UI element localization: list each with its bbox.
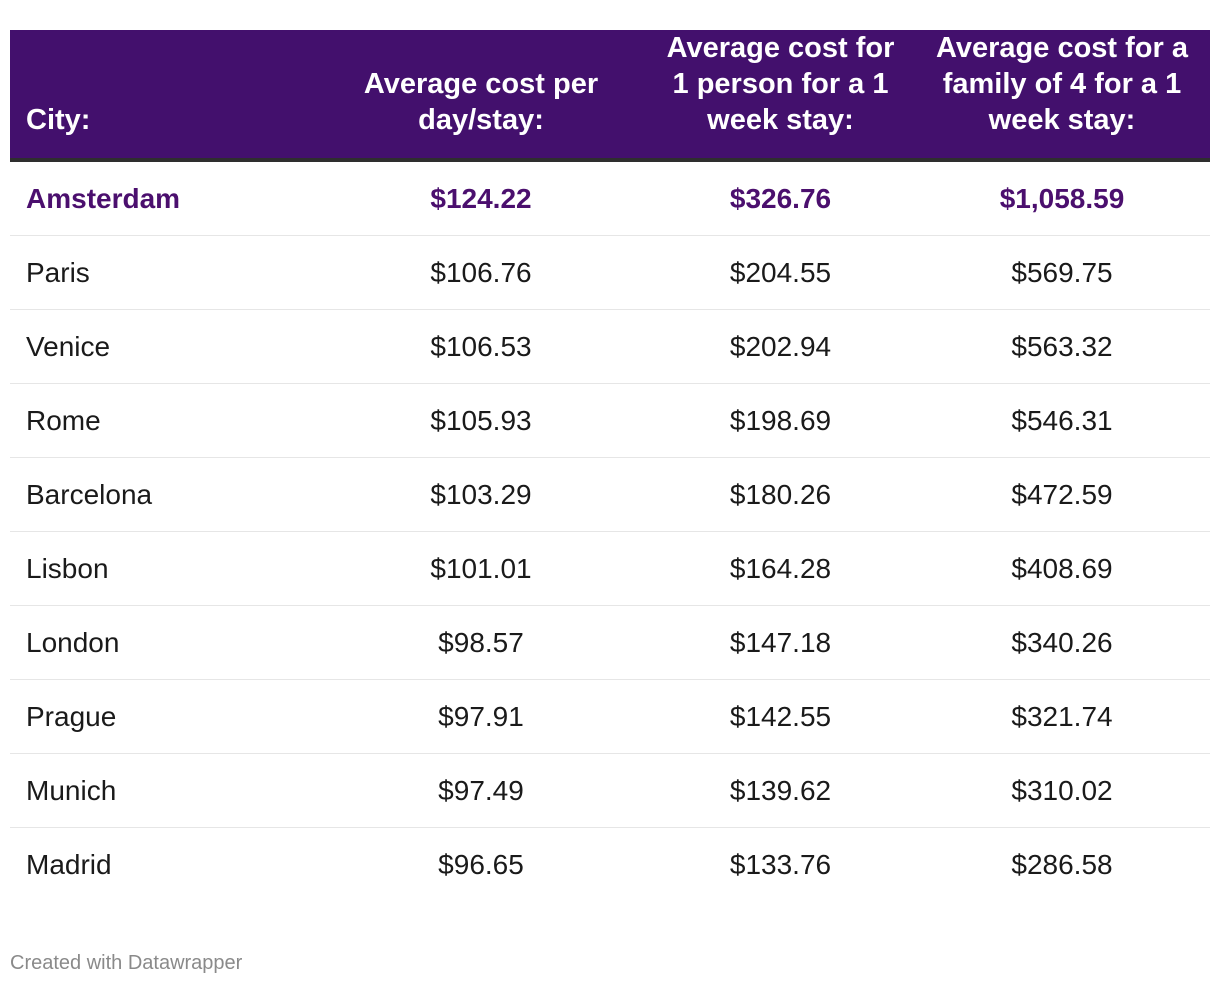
table-row: Munich $97.49 $139.62 $310.02 xyxy=(10,753,1210,828)
cell-cost-one-person-week: $326.76 xyxy=(647,160,914,236)
table-row: Prague $97.91 $142.55 $321.74 xyxy=(10,679,1210,754)
cell-cost-family-week: $569.75 xyxy=(914,235,1210,310)
cell-cost-family-week: $563.32 xyxy=(914,309,1210,384)
table-row: Venice $106.53 $202.94 $563.32 xyxy=(10,309,1210,384)
cell-cost-per-day: $96.65 xyxy=(438,848,524,880)
city-cost-table: City: Average cost per day/stay: Average… xyxy=(10,30,1210,901)
cell-city: Amsterdam xyxy=(10,160,315,236)
column-header-cost-per-day[interactable]: Average cost per day/stay: xyxy=(315,30,647,162)
cell-cost-one-person-week: $164.28 xyxy=(647,531,914,606)
cell-cost-per-day: $98.57 xyxy=(315,605,647,680)
cell-cost-per-day: $106.53 xyxy=(315,309,647,384)
table-row: Lisbon $101.01 $164.28 $408.69 xyxy=(10,531,1210,606)
cell-cost-one-person-week: $147.18 xyxy=(647,605,914,680)
cell-cost-family-week: $546.31 xyxy=(914,383,1210,458)
cell-city: Munich xyxy=(10,753,315,828)
column-header-cost-family-week[interactable]: Average cost for a family of 4 for a 1 w… xyxy=(914,30,1210,162)
cell-cost-per-day: $97.49 xyxy=(315,753,647,828)
table-header: City: Average cost per day/stay: Average… xyxy=(10,30,1210,162)
cell-cost-one-person-week: $202.94 xyxy=(647,309,914,384)
cell-cost-per-day: $105.93 xyxy=(315,383,647,458)
cell-city: Rome xyxy=(10,383,315,458)
table-row: Barcelona $103.29 $180.26 $472.59 xyxy=(10,457,1210,532)
cell-cost-per-day: $97.91 xyxy=(315,679,647,754)
cell-cost-family-week: $286.58 xyxy=(1011,848,1113,880)
cell-city: Madrid xyxy=(26,848,112,880)
table-row-highlighted: Amsterdam $124.22 $326.76 $1,058.59 xyxy=(10,160,1210,236)
cell-cost-one-person-week: $180.26 xyxy=(647,457,914,532)
cell-city: London xyxy=(10,605,315,680)
datawrapper-credit[interactable]: Created with Datawrapper xyxy=(10,952,243,974)
cell-city: Lisbon xyxy=(10,531,315,606)
table-row: Paris $106.76 $204.55 $569.75 xyxy=(10,235,1210,310)
cell-cost-one-person-week: $204.55 xyxy=(647,235,914,310)
table-body: Amsterdam $124.22 $326.76 $1,058.59 Pari… xyxy=(10,160,1210,901)
column-header-city[interactable]: City: xyxy=(10,30,315,162)
table-row: Madrid $96.65 $133.76 $286.58 xyxy=(10,828,1210,902)
column-header-cost-one-person-week[interactable]: Average cost for 1 person for a 1 week s… xyxy=(647,30,914,162)
cell-cost-per-day: $106.76 xyxy=(315,235,647,310)
data-table-container: City: Average cost per day/stay: Average… xyxy=(10,30,1210,901)
cell-cost-family-week: $408.69 xyxy=(914,531,1210,606)
table-row: London $98.57 $147.18 $340.26 xyxy=(10,605,1210,680)
cell-cost-one-person-week: $198.69 xyxy=(647,383,914,458)
cell-cost-per-day: $101.01 xyxy=(315,531,647,606)
header-row: City: Average cost per day/stay: Average… xyxy=(10,30,1210,162)
cell-cost-per-day: $103.29 xyxy=(315,457,647,532)
cell-cost-family-week: $472.59 xyxy=(914,457,1210,532)
cell-cost-per-day: $124.22 xyxy=(315,160,647,236)
table-row: Rome $105.93 $198.69 $546.31 xyxy=(10,383,1210,458)
cell-cost-family-week: $310.02 xyxy=(914,753,1210,828)
cell-cost-one-person-week: $139.62 xyxy=(647,753,914,828)
cell-cost-family-week: $1,058.59 xyxy=(914,160,1210,236)
cell-city: Prague xyxy=(10,679,315,754)
cell-cost-family-week: $321.74 xyxy=(914,679,1210,754)
cell-cost-one-person-week: $142.55 xyxy=(647,679,914,754)
cell-city: Barcelona xyxy=(10,457,315,532)
cell-city: Venice xyxy=(10,309,315,384)
cell-cost-one-person-week: $133.76 xyxy=(729,848,832,880)
cell-city: Paris xyxy=(10,235,315,310)
cell-cost-family-week: $340.26 xyxy=(914,605,1210,680)
